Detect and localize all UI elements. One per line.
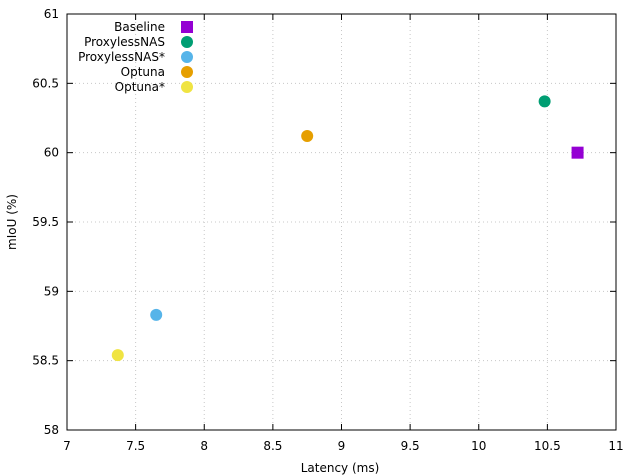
data-point (150, 308, 163, 321)
y-tick-label: 60 (44, 146, 59, 160)
x-tick-label: 8 (200, 439, 208, 453)
x-tick-label: 10.5 (534, 439, 561, 453)
x-tick-label: 7 (63, 439, 71, 453)
data-point (111, 349, 124, 362)
legend: BaselineProxylessNASProxylessNAS*OptunaO… (78, 20, 193, 94)
data-point (571, 146, 584, 159)
axis-ticks (66, 13, 617, 431)
x-tick-label: 10 (471, 439, 486, 453)
y-tick-label: 60.5 (32, 76, 59, 90)
x-tick-label: 9.5 (401, 439, 420, 453)
x-tick-labels: 7 7.5 8 8.5 9 9.5 10 10.5 11 (63, 439, 623, 453)
data-point (538, 95, 551, 108)
legend-marker (181, 21, 193, 33)
data-point (301, 130, 314, 143)
y-tick-label: 61 (44, 7, 59, 21)
data-points (111, 95, 584, 362)
legend-marker (181, 51, 193, 63)
legend-label: ProxylessNAS (84, 35, 165, 49)
legend-label: ProxylessNAS* (78, 50, 165, 64)
y-axis-title: mIoU (%) (5, 194, 19, 250)
x-tick-label: 11 (608, 439, 623, 453)
y-tick-label: 59.5 (32, 215, 59, 229)
x-axis-title: Latency (ms) (301, 461, 380, 475)
y-tick-label: 58.5 (32, 354, 59, 368)
legend-label: Baseline (114, 20, 165, 34)
grid-lines (67, 14, 616, 430)
legend-marker (181, 66, 193, 78)
x-tick-label: 8.5 (263, 439, 282, 453)
legend-label: Optuna (121, 65, 165, 79)
x-tick-label: 9 (338, 439, 346, 453)
legend-marker (181, 36, 193, 48)
legend-label: Optuna* (115, 80, 165, 94)
y-tick-label: 58 (44, 423, 59, 437)
y-tick-labels: 58 58.5 59 59.5 60 60.5 61 (32, 7, 59, 437)
y-tick-label: 59 (44, 284, 59, 298)
legend-marker (181, 81, 193, 93)
x-tick-label: 7.5 (126, 439, 145, 453)
